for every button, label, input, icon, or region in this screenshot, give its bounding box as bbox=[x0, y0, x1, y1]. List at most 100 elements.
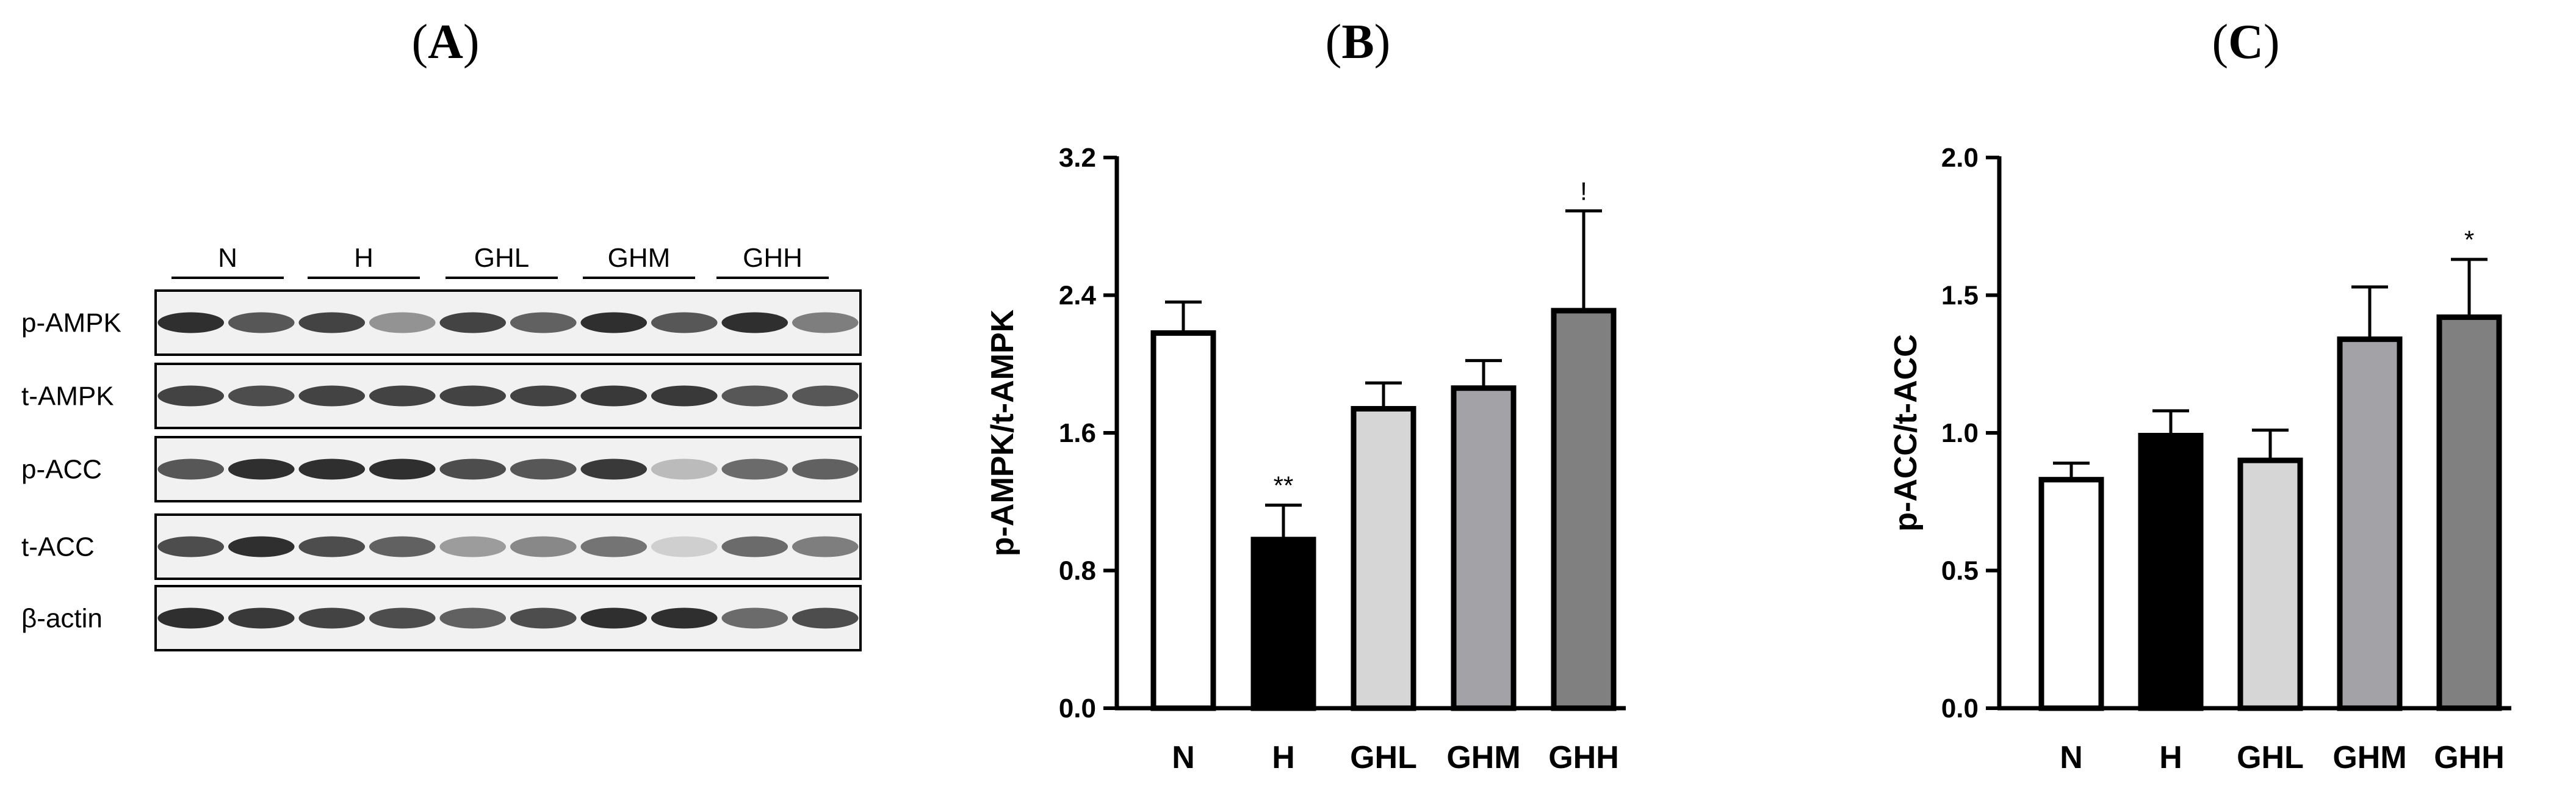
y-tick-label: 1.6 bbox=[1059, 418, 1096, 448]
blot-band bbox=[157, 312, 225, 333]
blot-band bbox=[439, 536, 507, 557]
blot-band bbox=[651, 536, 718, 557]
blot-band bbox=[228, 385, 295, 407]
blot-band bbox=[721, 458, 788, 480]
y-axis-label: p-AMPK/t-AMPK bbox=[985, 309, 1020, 556]
x-category-label: GHH bbox=[2434, 740, 2505, 775]
x-category-label: N bbox=[2060, 740, 2083, 775]
blot-group-label: GHH bbox=[743, 243, 803, 273]
blot-band bbox=[298, 536, 366, 557]
blot-band bbox=[439, 607, 507, 629]
blot-band bbox=[510, 385, 577, 407]
blot-band bbox=[792, 607, 859, 629]
y-tick-label: 1.0 bbox=[1941, 418, 1979, 448]
blot-band bbox=[369, 385, 436, 407]
bar-h bbox=[2138, 433, 2204, 711]
blot-band bbox=[157, 385, 225, 407]
blot-band bbox=[651, 385, 718, 407]
bar-h bbox=[1250, 537, 1316, 711]
blot-band bbox=[369, 607, 436, 629]
blot-band bbox=[580, 312, 648, 333]
blot-band bbox=[580, 536, 648, 557]
panel-label-c: (C) bbox=[2212, 15, 2279, 69]
y-tick-label: 2.0 bbox=[1941, 143, 1979, 173]
bar-n bbox=[2038, 477, 2104, 711]
blot-band bbox=[510, 458, 577, 480]
bar-ghh bbox=[1551, 308, 1617, 711]
blot-band bbox=[298, 385, 366, 407]
blot-rows: p-AMPK t-AMPK p-ACC t-ACC β-actin bbox=[21, 289, 862, 651]
blot-band bbox=[298, 312, 366, 333]
blot-band bbox=[298, 607, 366, 629]
bar-chart-c: p-ACC/t-ACC 0.0 0.5 1.0 1.5 2.0 N H GHL GHM GHH * bbox=[1888, 143, 2511, 775]
blot-band bbox=[721, 312, 788, 333]
blot-band bbox=[651, 312, 718, 333]
significance-marker: ! bbox=[1580, 176, 1587, 205]
panel-label-a: (A) bbox=[411, 15, 479, 69]
blot-band bbox=[510, 312, 577, 333]
bar-ghh bbox=[2436, 314, 2502, 711]
blot-band bbox=[510, 607, 577, 629]
blot-band bbox=[651, 607, 718, 629]
blot-band bbox=[792, 312, 859, 333]
y-tick-label: 0.0 bbox=[1059, 694, 1096, 723]
x-category-label: GHH bbox=[1548, 740, 1619, 775]
blot-band bbox=[510, 536, 577, 557]
blot-band bbox=[157, 536, 225, 557]
blot-band bbox=[369, 458, 436, 480]
y-tick-label: 1.5 bbox=[1941, 281, 1979, 311]
blot-group-label: GHL bbox=[474, 243, 529, 273]
x-category-label: GHL bbox=[1350, 740, 1417, 775]
blot-band bbox=[580, 385, 648, 407]
x-category-label: H bbox=[2159, 740, 2182, 775]
y-tick-label: 2.4 bbox=[1059, 281, 1097, 311]
blot-group-label: H bbox=[354, 243, 373, 273]
bar-ghm bbox=[2337, 336, 2403, 711]
blot-band bbox=[157, 607, 225, 629]
blot-band bbox=[228, 312, 295, 333]
bar-ghl bbox=[1351, 406, 1416, 711]
bar-ghl bbox=[2237, 457, 2303, 711]
x-category-label: GHM bbox=[2332, 740, 2406, 775]
y-tick-label: 0.8 bbox=[1059, 556, 1096, 586]
blot-band bbox=[580, 458, 648, 480]
blot-band bbox=[298, 458, 366, 480]
blot-band bbox=[651, 458, 718, 480]
x-category-label: GHL bbox=[2237, 740, 2304, 775]
blot-row-label: t-AMPK bbox=[21, 382, 114, 411]
blot-group-label: N bbox=[218, 243, 237, 273]
blot-band bbox=[439, 458, 507, 480]
blot-band bbox=[580, 607, 648, 629]
blot-band bbox=[228, 536, 295, 557]
bar-n bbox=[1150, 330, 1216, 711]
blot-row-label: β-actin bbox=[21, 604, 103, 634]
blot-band bbox=[792, 536, 859, 557]
western-blot-panel: N H GHL GHM GHH p-AMPK t-AMPK p-ACC t-ACC β-acti… bbox=[21, 243, 862, 651]
x-category-label: N bbox=[1172, 740, 1195, 775]
significance-marker: * bbox=[2464, 225, 2474, 254]
blot-band bbox=[369, 536, 436, 557]
y-tick-label: 3.2 bbox=[1059, 143, 1096, 173]
bar-chart-b: p-AMPK/t-AMPK 0.0 0.8 1.6 2.4 3.2 N H ** GHL GHM GH… bbox=[985, 143, 1626, 775]
panel-label-b: (B) bbox=[1326, 15, 1391, 69]
significance-marker: ** bbox=[1274, 471, 1294, 499]
blot-band bbox=[228, 607, 295, 629]
blot-band bbox=[721, 385, 788, 407]
x-category-label: GHM bbox=[1446, 740, 1520, 775]
blot-row-label: t-ACC bbox=[21, 532, 95, 562]
x-category-label: H bbox=[1272, 740, 1295, 775]
blot-band bbox=[439, 385, 507, 407]
blot-band bbox=[792, 385, 859, 407]
blot-band bbox=[792, 458, 859, 480]
y-tick-label: 0.0 bbox=[1941, 694, 1979, 723]
blot-group-labels: N H GHL GHM GHH bbox=[171, 243, 829, 279]
blot-row-label: p-ACC bbox=[21, 455, 102, 485]
blot-band bbox=[369, 312, 436, 333]
y-tick-label: 0.5 bbox=[1941, 556, 1979, 586]
blot-group-label: GHM bbox=[608, 243, 671, 273]
blot-band bbox=[157, 458, 225, 480]
blot-row-label: p-AMPK bbox=[21, 308, 121, 338]
blot-band bbox=[721, 536, 788, 557]
blot-band bbox=[439, 312, 507, 333]
